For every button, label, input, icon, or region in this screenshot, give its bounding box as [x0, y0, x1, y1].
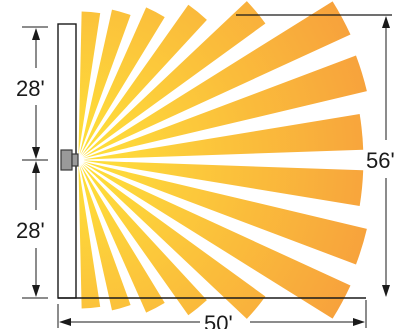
coverage-ray	[82, 163, 266, 319]
coverage-ray	[81, 164, 207, 316]
sensor-icon	[60, 149, 79, 171]
coverage-ray	[80, 7, 165, 155]
coverage-ray	[78, 165, 101, 309]
coverage-ray	[82, 1, 266, 157]
width-dimension	[57, 300, 367, 328]
left-height-dimension	[22, 26, 48, 299]
total-height-label: 56'	[366, 148, 395, 173]
coverage-ray	[79, 9, 131, 155]
coverage-ray	[79, 165, 131, 311]
coverage-ray	[81, 4, 207, 156]
coverage-ray	[78, 11, 101, 155]
coverage-ray	[83, 55, 367, 159]
lower-height-label: 28'	[16, 218, 45, 243]
coverage-rays	[78, 1, 367, 319]
coverage-ray	[83, 161, 367, 265]
coverage-ray	[83, 1, 351, 158]
total-width-label: 50'	[204, 311, 233, 329]
coverage-ray	[83, 162, 351, 319]
coverage-ray	[83, 160, 364, 206]
upper-height-label: 28'	[16, 76, 45, 101]
coverage-ray	[80, 165, 165, 313]
right-height-dimension	[382, 16, 390, 297]
coverage-ray	[83, 114, 364, 160]
